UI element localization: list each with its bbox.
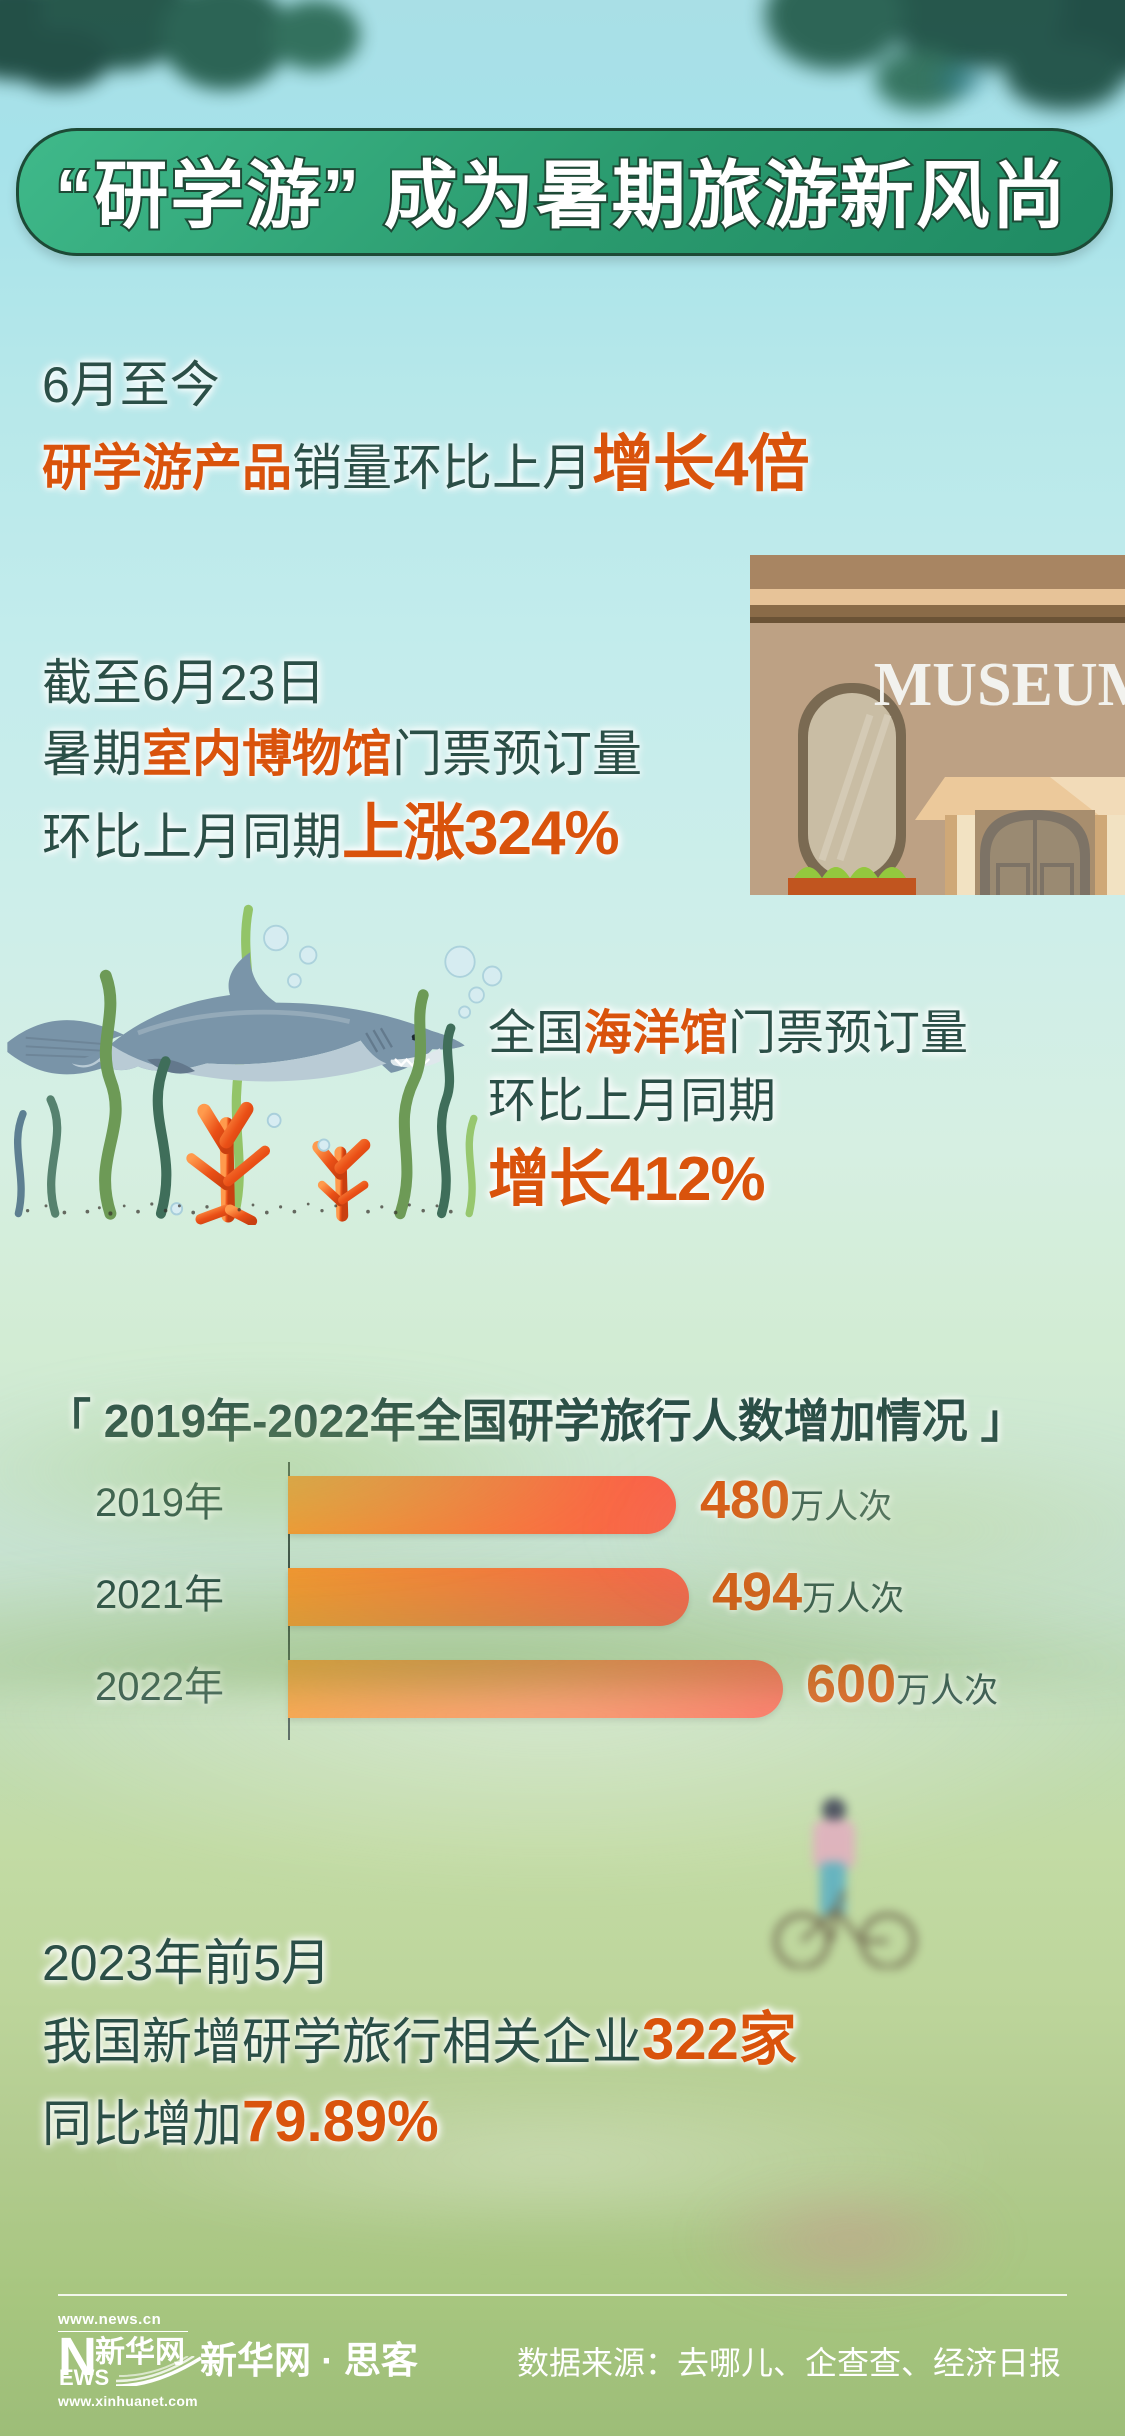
svg-text:MUSEUM: MUSEUM — [874, 651, 1125, 719]
